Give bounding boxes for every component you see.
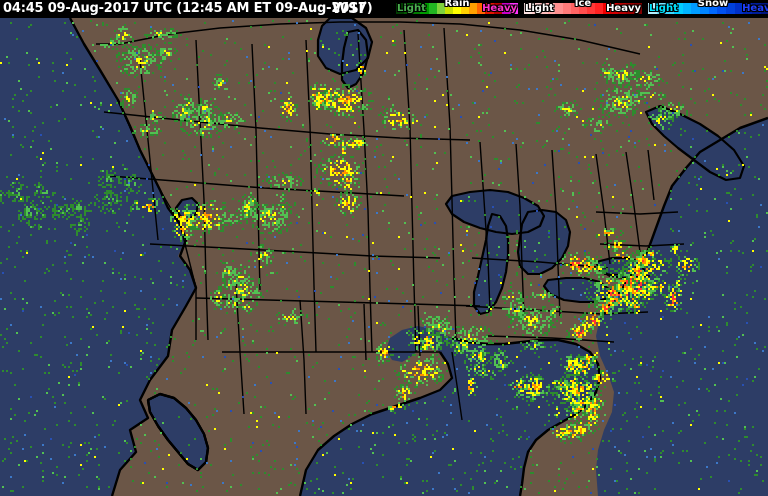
legend-swatch — [509, 3, 518, 14]
legend-group-ice: Light Heavy Ice — [524, 0, 642, 16]
legend-light-label: Light — [525, 3, 554, 14]
legend-swatch — [699, 3, 709, 14]
legend-title-rain: Rain — [444, 0, 470, 9]
legend-swatch — [634, 3, 642, 14]
legend-ramp-snow — [648, 3, 768, 14]
legend-swatch — [665, 3, 674, 14]
legend-ramp-rain — [396, 3, 518, 14]
legend-swatch — [734, 3, 744, 14]
precipitation-legend: Light Heavy Rain Light Heavy Ice Light Heavy Sno… — [396, 0, 768, 16]
legend-swatch — [469, 3, 478, 14]
legend-heavy-label: Heavy — [742, 3, 768, 14]
header-bar: 04:45 09-Aug-2017 UTC (12:45 AM ET 09-Au… — [0, 0, 768, 18]
legend-swatch — [586, 3, 595, 14]
legend-swatch — [563, 3, 572, 14]
legend-swatch — [648, 3, 657, 14]
legend-light-label: Light — [397, 3, 426, 14]
legend-swatch — [396, 3, 405, 14]
legend-swatch — [428, 3, 437, 14]
legend-group-snow: Light Heavy Snow — [648, 0, 768, 16]
legend-swatch — [579, 3, 587, 14]
legend-swatch — [760, 3, 768, 14]
legend-swatch — [602, 3, 611, 14]
legend-swatch — [673, 3, 683, 14]
legend-swatch — [708, 3, 718, 14]
legend-swatch — [656, 3, 666, 14]
legend-swatch — [618, 3, 627, 14]
legend-swatch — [461, 3, 470, 14]
legend-title-snow: Snow — [697, 0, 729, 9]
legend-swatch — [524, 3, 532, 14]
legend-swatch — [444, 3, 453, 14]
legend-swatch — [412, 3, 421, 14]
legend-swatch — [610, 3, 619, 14]
legend-swatch — [477, 3, 486, 14]
legend-swatch — [452, 3, 461, 14]
legend-heavy-label: Heavy — [606, 3, 641, 14]
legend-group-rain: Light Heavy Rain — [396, 0, 518, 16]
legend-swatch — [725, 3, 735, 14]
legend-swatch — [493, 3, 502, 14]
legend-light-label: Light — [649, 3, 678, 14]
registered-mark-icon: ° — [363, 1, 367, 9]
legend-swatch — [555, 3, 564, 14]
legend-swatch — [531, 3, 540, 14]
legend-swatch — [404, 3, 413, 14]
legend-swatch — [436, 3, 445, 14]
legend-swatch — [626, 3, 635, 14]
timestamp-label: 04:45 09-Aug-2017 UTC (12:45 AM ET 09-Au… — [3, 1, 373, 16]
legend-swatch — [743, 3, 752, 14]
legend-title-ice: Ice — [574, 0, 592, 9]
wsi-brand-logo: WSI° — [332, 0, 367, 18]
legend-swatch — [751, 3, 761, 14]
wsi-brand-text: WSI — [332, 0, 364, 17]
legend-swatch — [547, 3, 556, 14]
legend-swatch — [485, 3, 494, 14]
legend-swatch — [594, 3, 603, 14]
legend-swatch — [501, 3, 510, 14]
legend-swatch — [420, 3, 429, 14]
legend-ramp-ice — [524, 3, 642, 14]
legend-swatch — [691, 3, 700, 14]
legend-swatch — [717, 3, 726, 14]
legend-swatch — [571, 3, 580, 14]
legend-heavy-label: Heavy — [482, 3, 517, 14]
legend-swatch — [682, 3, 692, 14]
legend-swatch — [539, 3, 548, 14]
